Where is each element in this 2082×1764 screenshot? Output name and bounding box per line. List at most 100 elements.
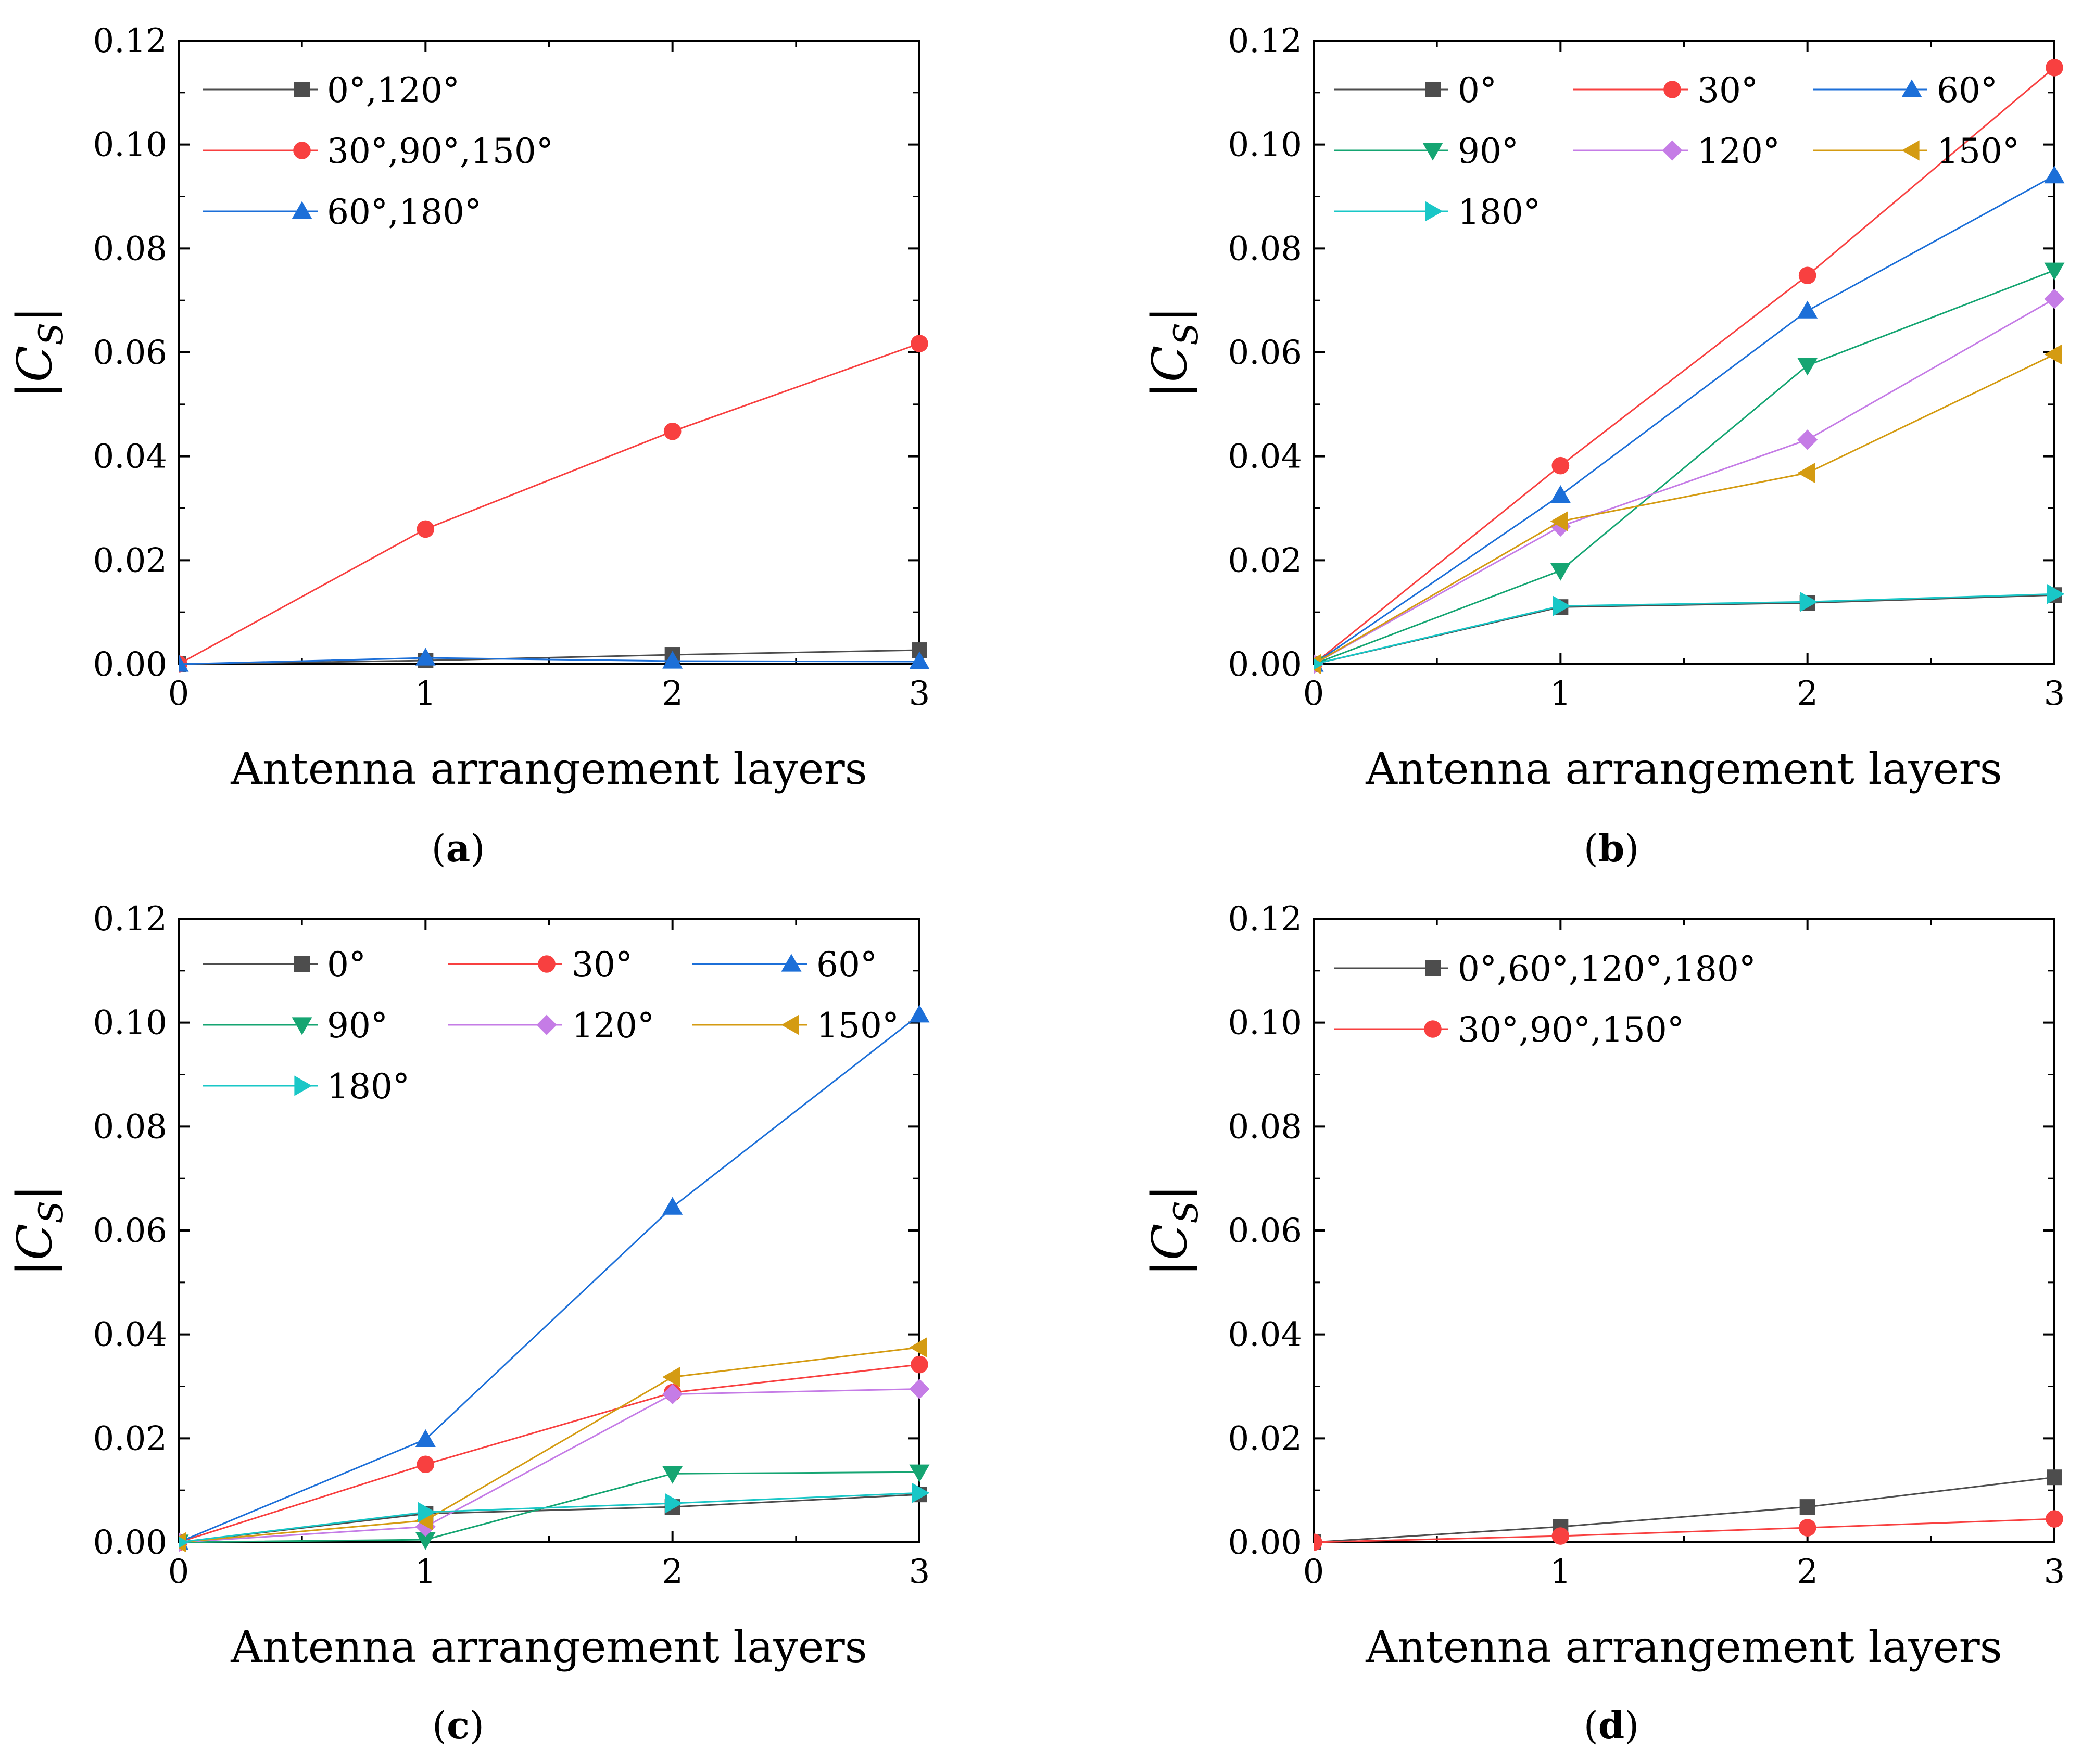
series-line (179, 1364, 920, 1543)
data-point (909, 651, 930, 669)
panel-caption: (d) (1584, 1703, 1639, 1747)
data-point (417, 1455, 435, 1474)
y-tick-label: 0.06 (93, 1212, 168, 1250)
y-tick-label: 0.00 (93, 1524, 168, 1562)
y-tick-label: 0.06 (1228, 334, 1303, 372)
legend-label: 180° (327, 1067, 410, 1107)
series-line (1314, 593, 2055, 665)
data-point (1800, 591, 1818, 612)
data-point (2044, 262, 2065, 281)
panel-caption: (c) (432, 1703, 484, 1747)
legend-item: 90° (1334, 131, 1519, 171)
series-2 (179, 335, 928, 673)
data-point (2044, 344, 2062, 365)
x-tick-label: 1 (415, 675, 436, 713)
y-tick-label: 0.08 (1228, 1108, 1303, 1146)
caption-close: ) (470, 827, 485, 870)
y-axis-title-main: C (7, 1224, 62, 1260)
data-point (179, 654, 189, 672)
y-tick-label: 0.02 (93, 541, 168, 580)
legend-label: 150° (816, 1006, 899, 1046)
legend-item: 0° (1334, 70, 1497, 110)
y-tick-label: 0.12 (1228, 900, 1303, 938)
y-axis-title-subscript: S (32, 323, 71, 346)
panel-d: 0.00 0.02 0.04 0.06 0.08 0.10 0.12 0 1 2 3 Antenna … (1142, 900, 2065, 1747)
data-point (1550, 511, 1568, 531)
data-point (415, 1532, 436, 1550)
legend-marker (294, 956, 310, 972)
legend-label: 60° (816, 945, 877, 985)
x-tick-label: 0 (168, 1553, 190, 1591)
y-axis-title-bar-close: | (7, 307, 62, 323)
data-point (909, 1464, 930, 1482)
caption-open: ( (432, 1704, 447, 1747)
y-axis-title-bar-close: | (1142, 307, 1197, 323)
series-line (179, 342, 920, 665)
data-point (665, 1493, 683, 1514)
y-axis-title-main: C (1142, 1224, 1197, 1260)
series-5 (179, 1378, 930, 1553)
legend-marker (1425, 201, 1443, 222)
y-tick-label: 0.08 (1228, 230, 1303, 268)
x-tick-label: 2 (662, 675, 683, 713)
caption-letter: c (447, 1703, 470, 1747)
data-point (415, 1429, 436, 1447)
y-tick-label: 0.00 (1228, 645, 1303, 684)
y-tick-label: 0.10 (93, 126, 168, 164)
x-tick-label: 1 (1550, 1553, 1571, 1591)
panel-caption: (b) (1584, 826, 1639, 870)
legend-item: 180° (203, 1067, 410, 1107)
data-point (912, 1482, 930, 1503)
x-tick-label: 2 (1797, 675, 1818, 713)
data-point (1797, 429, 1818, 450)
data-point (1314, 658, 1324, 670)
data-point (662, 1466, 683, 1484)
data-point (909, 1378, 930, 1399)
caption-close: ) (1624, 827, 1639, 870)
series-line (1314, 67, 2055, 665)
legend-marker (1663, 81, 1681, 98)
series-line (179, 1471, 920, 1543)
series-4 (179, 1464, 930, 1553)
series-2 (1314, 59, 2063, 673)
y-tick-label: 0.10 (1228, 126, 1303, 164)
legend-label: 120° (1697, 131, 1780, 171)
x-tick-label: 3 (2044, 1553, 2065, 1591)
legend-marker (1422, 143, 1443, 161)
legend-label: 0° (1458, 70, 1497, 110)
panel-a: 0.00 0.02 0.04 0.06 0.08 0.10 0.12 0 1 2 3 Antenna … (7, 22, 930, 870)
legend-marker (1425, 960, 1441, 976)
x-tick-label: 0 (168, 675, 190, 713)
legend: 0°,120° 30°,90°,150° 60°,180° (203, 70, 553, 232)
y-axis-title-subscript: S (32, 1201, 71, 1224)
x-tick-label: 3 (909, 1553, 930, 1591)
data-point (2044, 166, 2065, 184)
y-axis-title-main: C (7, 346, 62, 382)
caption-letter: b (1598, 826, 1624, 870)
y-tick-label: 0.00 (1228, 1524, 1303, 1562)
caption-letter: d (1598, 1703, 1624, 1747)
series-line (179, 649, 920, 665)
legend-marker (1662, 140, 1683, 161)
legend-label: 0° (327, 945, 366, 985)
data-point (415, 648, 436, 666)
x-tick-label: 1 (415, 1553, 436, 1591)
legend-marker (294, 82, 310, 97)
data-point (1550, 563, 1571, 581)
legend-label: 150° (1937, 131, 2020, 171)
x-tick-label: 3 (2044, 675, 2065, 713)
legend-item: 150° (692, 1006, 899, 1046)
y-tick-label: 0.08 (93, 1108, 168, 1146)
data-point (662, 1197, 683, 1215)
series-1 (179, 642, 927, 672)
legend-item: 120° (1573, 131, 1780, 171)
y-axis-title: |CS| (1142, 307, 1206, 398)
legend-item: 60° (1813, 70, 1998, 110)
data-point (1553, 595, 1571, 616)
y-tick-label: 0.10 (93, 1004, 168, 1043)
legend-marker (1425, 82, 1441, 97)
series-2 (179, 1355, 928, 1551)
series-3 (179, 648, 930, 672)
legend-marker (536, 1014, 557, 1035)
